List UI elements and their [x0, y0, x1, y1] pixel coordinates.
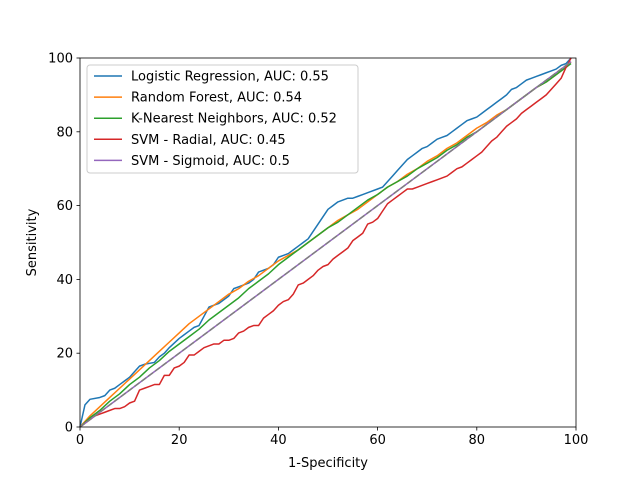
y-tick-label: 100 [48, 52, 73, 67]
legend-frame [86, 64, 359, 174]
y-tick-label: 60 [56, 199, 73, 214]
y-axis-label: Sensitivity [25, 208, 40, 276]
series-layer [79, 57, 572, 428]
x-tick-label: 40 [270, 433, 287, 448]
x-tick-label: 20 [171, 433, 188, 448]
x-tick-label: 100 [564, 433, 589, 448]
x-axis-label: 1-Specificity [288, 456, 368, 471]
y-tick-label: 20 [56, 347, 73, 362]
y-tick-label: 40 [56, 273, 73, 288]
legend-label: SVM - Radial, AUC: 0.45 [131, 133, 286, 148]
y-tick-label: 0 [65, 421, 73, 436]
y-tick-label: 80 [56, 125, 73, 140]
x-tick-label: 60 [369, 433, 386, 448]
reference-diagonal-line [79, 61, 572, 428]
series-line-0 [79, 57, 572, 428]
x-tick-label: 0 [76, 433, 84, 448]
x-tick-label: 80 [469, 433, 486, 448]
legend-label: Random Forest, AUC: 0.54 [131, 91, 302, 106]
legend: Logistic Regression, AUC: 0.55 Random For… [86, 64, 359, 174]
axes-layer: 0 20 40 60 80 100 0 20 40 60 80 100 [48, 52, 588, 449]
series-line-3 [79, 57, 572, 428]
axes-frame [79, 57, 577, 428]
legend-label: K-Nearest Neighbors, AUC: 0.52 [131, 112, 337, 127]
legend-label: Logistic Regression, AUC: 0.55 [131, 70, 329, 85]
legend-label: SVM - Sigmoid, AUC: 0.5 [131, 154, 290, 169]
